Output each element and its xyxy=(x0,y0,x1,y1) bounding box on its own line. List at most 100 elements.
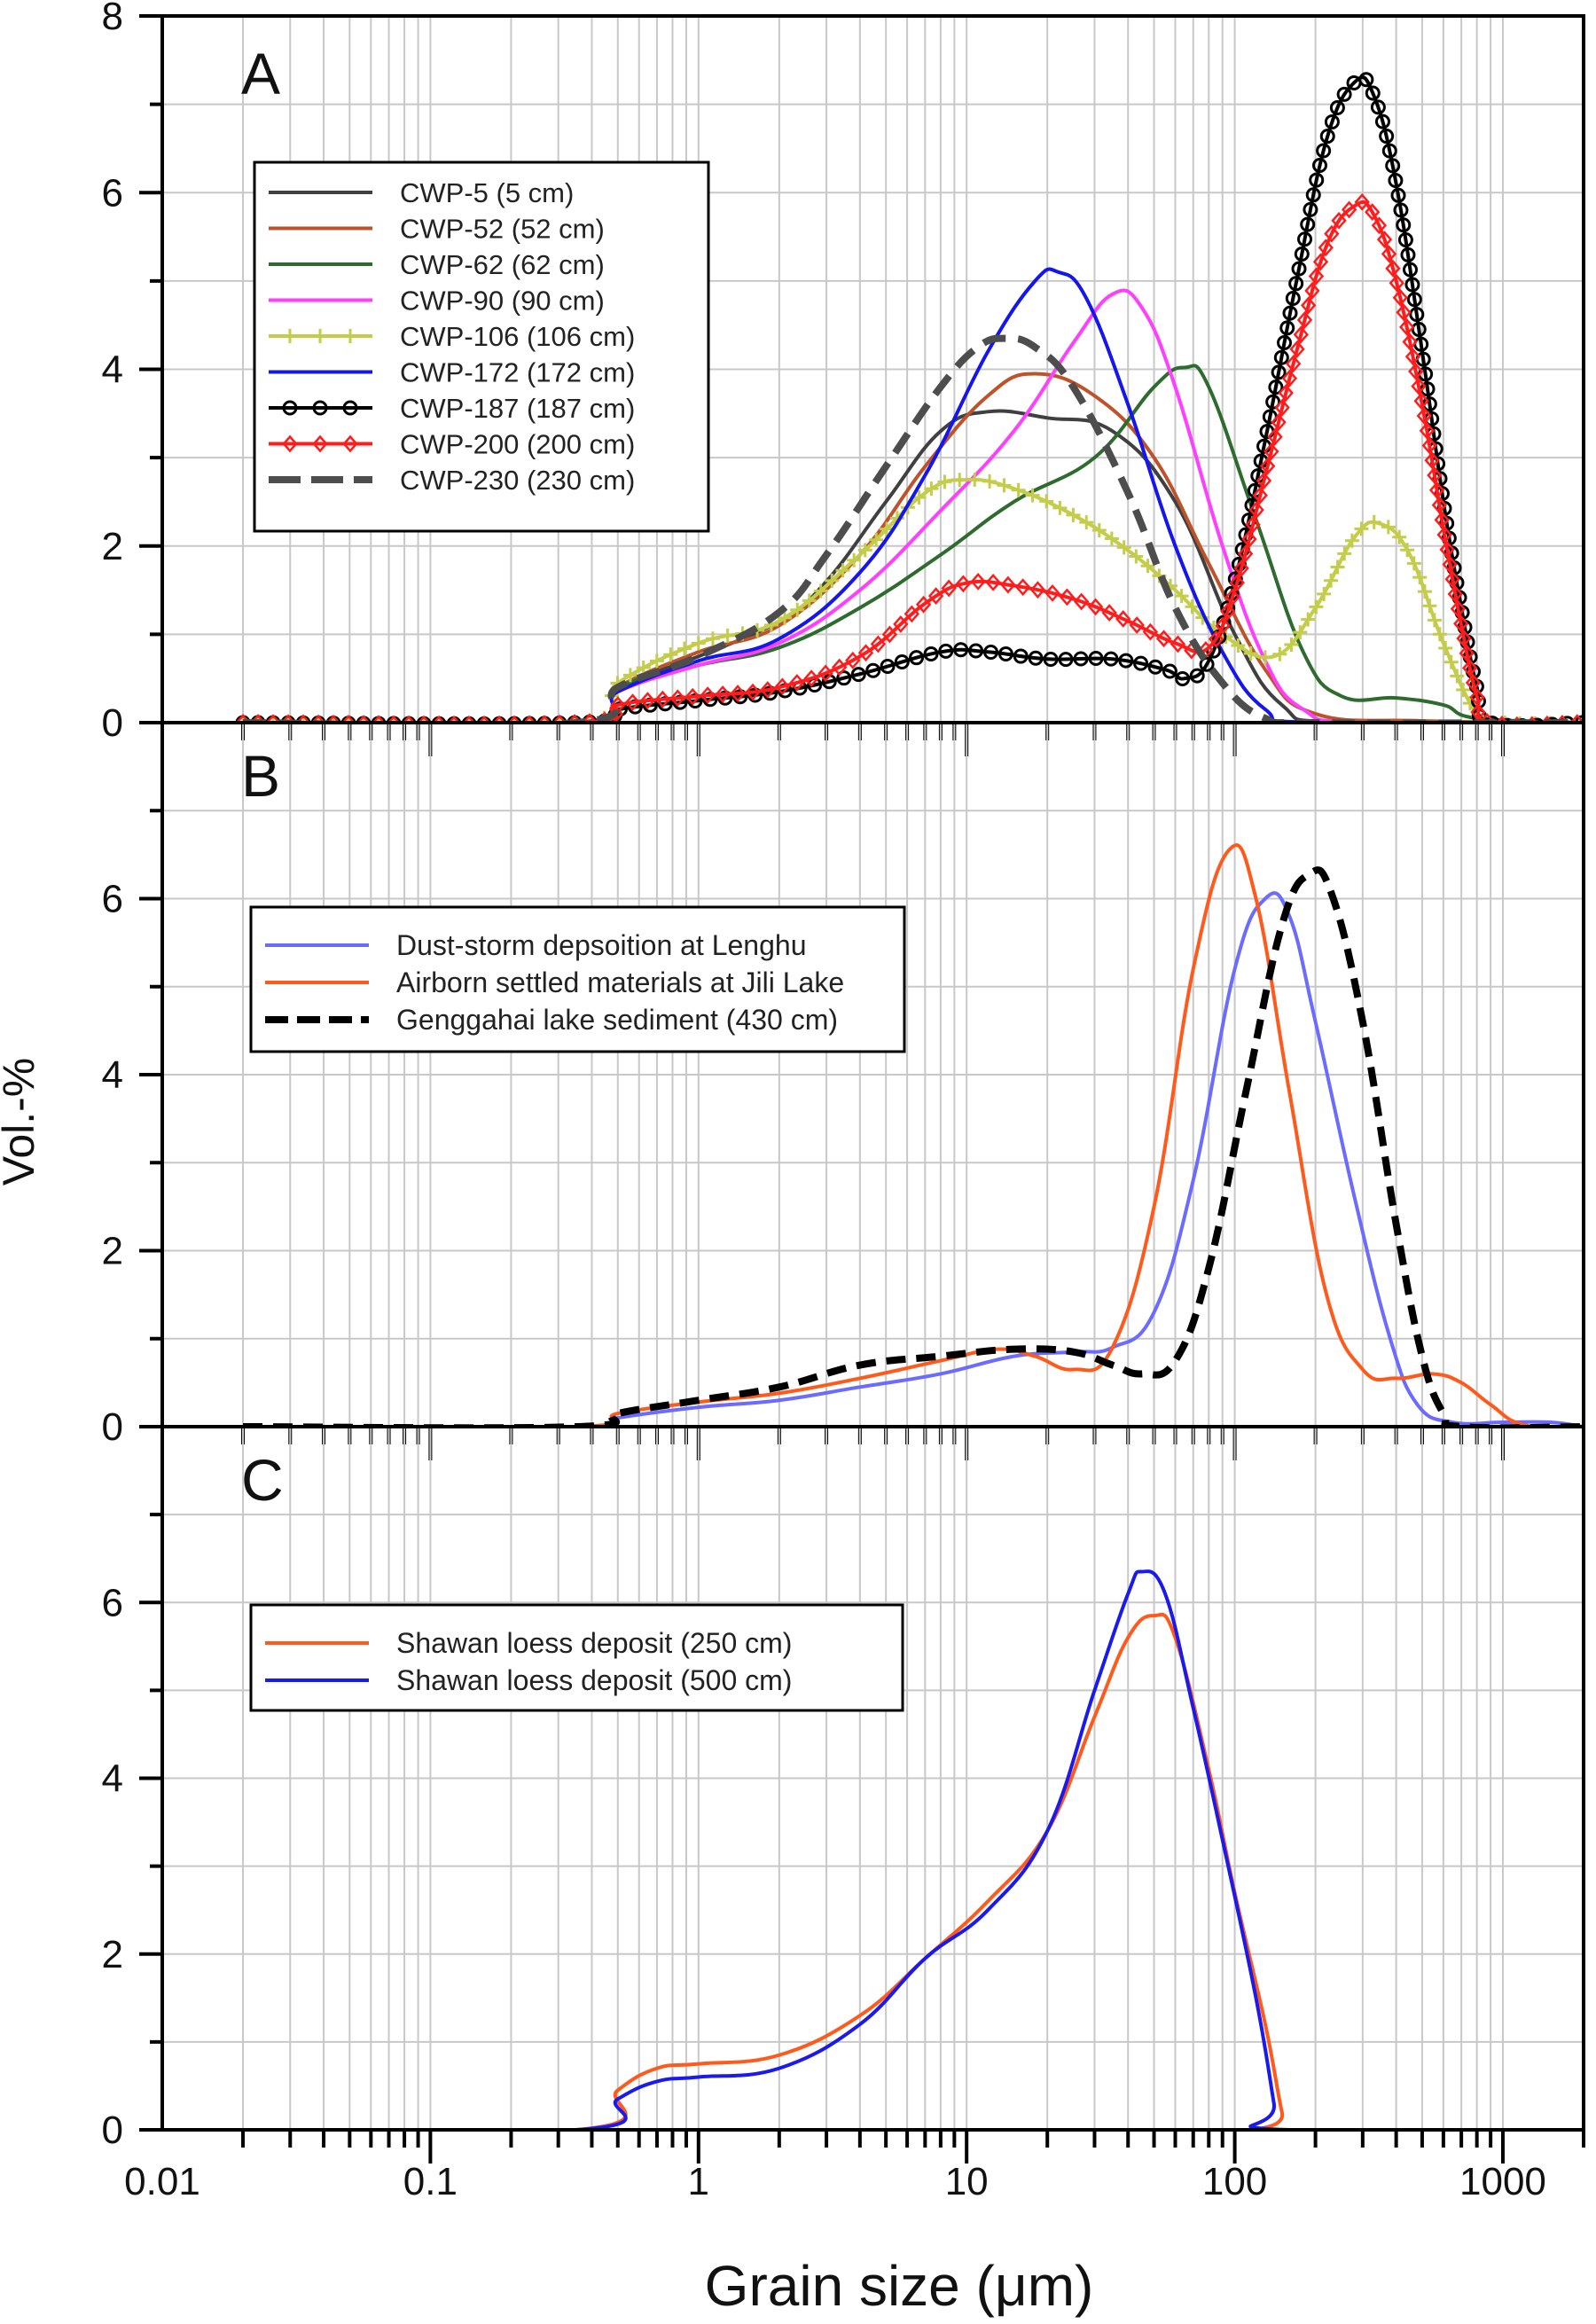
plus-marker xyxy=(825,573,840,588)
circle-marker xyxy=(1277,335,1293,351)
plus-marker xyxy=(997,478,1012,493)
plus-marker xyxy=(1257,650,1272,665)
diamond-marker xyxy=(669,689,685,708)
circle-marker xyxy=(1316,143,1332,159)
diamond-marker xyxy=(265,714,281,724)
diamond-marker xyxy=(1431,496,1448,514)
y-tick-label: 4 xyxy=(102,348,123,392)
plus-marker xyxy=(802,593,817,608)
circle-marker xyxy=(282,400,298,416)
diamond-marker xyxy=(1331,211,1347,230)
circle-marker xyxy=(850,667,866,683)
diamond-marker xyxy=(985,573,1001,591)
plus-marker xyxy=(813,583,828,599)
panel-label: C xyxy=(241,1447,284,1513)
circle-marker xyxy=(1411,321,1427,337)
plus-marker xyxy=(1427,613,1442,628)
legend-label: CWP-5 (5 cm) xyxy=(400,177,574,208)
plus-marker xyxy=(1422,599,1437,614)
x-tick-label: 0.1 xyxy=(403,2160,458,2203)
plus-marker xyxy=(835,563,850,578)
diamond-marker xyxy=(803,669,819,688)
diamond-marker xyxy=(1421,436,1437,455)
diamond-marker xyxy=(870,635,887,653)
diamond-marker xyxy=(639,692,656,710)
diamond-marker xyxy=(1365,203,1381,222)
y-tick-label: 6 xyxy=(102,171,123,215)
diamond-marker xyxy=(927,587,944,606)
diamond-marker xyxy=(789,674,805,692)
diamond-marker xyxy=(970,572,986,591)
diamond-marker xyxy=(1252,486,1268,505)
diamond-marker xyxy=(1324,224,1340,243)
circle-marker xyxy=(1311,157,1327,173)
circle-marker xyxy=(1329,100,1345,116)
diamond-marker xyxy=(1267,427,1283,446)
diamond-marker xyxy=(1015,578,1031,597)
circle-marker xyxy=(1390,187,1406,203)
diamond-marker xyxy=(1073,592,1090,611)
plus-marker xyxy=(1011,482,1026,497)
plus-marker xyxy=(1317,586,1332,601)
x-tick-label: 0.01 xyxy=(124,2160,200,2203)
plus-marker xyxy=(691,636,706,651)
circle-marker xyxy=(1189,668,1205,684)
series-line xyxy=(162,1569,1584,2132)
plus-marker xyxy=(777,610,792,625)
legend: CWP-5 (5 cm) CWP-52 (52 cm) CWP-62 (62 cm)… xyxy=(253,160,710,533)
plus-marker xyxy=(1129,549,1144,564)
circle-marker xyxy=(1309,172,1325,188)
plus-marker xyxy=(313,329,327,343)
plus-marker xyxy=(1381,520,1396,535)
plus-marker xyxy=(372,717,387,724)
circle-marker xyxy=(1530,717,1545,724)
diamond-marker xyxy=(1281,369,1298,387)
legend-label: Shawan loess deposit (500 cm) xyxy=(396,1664,792,1696)
plus-marker xyxy=(705,631,720,646)
circle-marker xyxy=(836,670,852,686)
diamond-marker xyxy=(1229,574,1245,592)
diamond-marker xyxy=(1439,540,1455,559)
plus-marker xyxy=(677,641,692,656)
diamond-marker xyxy=(1462,659,1478,677)
plus-marker xyxy=(1293,625,1308,640)
diamond-marker xyxy=(1341,200,1357,219)
plus-marker xyxy=(1443,654,1459,669)
diamond-marker xyxy=(1436,526,1452,544)
diamond-marker xyxy=(282,434,298,453)
series-line xyxy=(162,1612,1584,2132)
circle-marker xyxy=(1402,262,1418,278)
circle-marker xyxy=(1216,614,1232,630)
diamond-marker xyxy=(1237,544,1254,563)
circle-marker xyxy=(1396,217,1412,233)
circle-marker xyxy=(1336,86,1352,102)
diamond-marker xyxy=(904,605,919,623)
diamond-marker xyxy=(1419,421,1436,440)
circle-marker xyxy=(998,646,1013,661)
circle-marker xyxy=(1162,663,1177,679)
circle-marker xyxy=(1365,85,1381,101)
legend-label: CWP-172 (172 cm) xyxy=(400,357,635,388)
diamond-marker xyxy=(1424,451,1440,470)
legend-box xyxy=(249,905,906,1053)
plus-marker xyxy=(1344,533,1359,548)
chart-panels: 0 2 4 6 8 A CWP-5 (5 cm) CWP-52 (52 cm) CWP-62 (… xyxy=(102,0,1585,2164)
panel-a: 0 2 4 6 8 A CWP-5 (5 cm) CWP-52 (52 cm) CWP-62 (… xyxy=(102,0,1585,756)
diamond-marker xyxy=(1465,674,1482,692)
x-axis xyxy=(241,1427,1585,1460)
plus-marker xyxy=(911,490,927,505)
circle-marker xyxy=(1300,216,1316,232)
circle-marker xyxy=(923,646,939,661)
circle-marker xyxy=(880,659,896,675)
circle-marker xyxy=(1199,656,1215,672)
diamond-marker xyxy=(1278,384,1294,403)
plus-marker xyxy=(1185,599,1200,614)
diamond-marker xyxy=(1087,598,1104,616)
circle-marker xyxy=(1118,653,1134,669)
legend: Dust-storm depsoition at Lenghu Airborn s… xyxy=(249,905,906,1053)
plus-marker xyxy=(790,602,805,617)
circle-marker xyxy=(1282,305,1298,321)
diamond-marker xyxy=(1245,515,1261,534)
circle-marker xyxy=(1388,173,1404,189)
circle-marker xyxy=(1379,129,1395,145)
